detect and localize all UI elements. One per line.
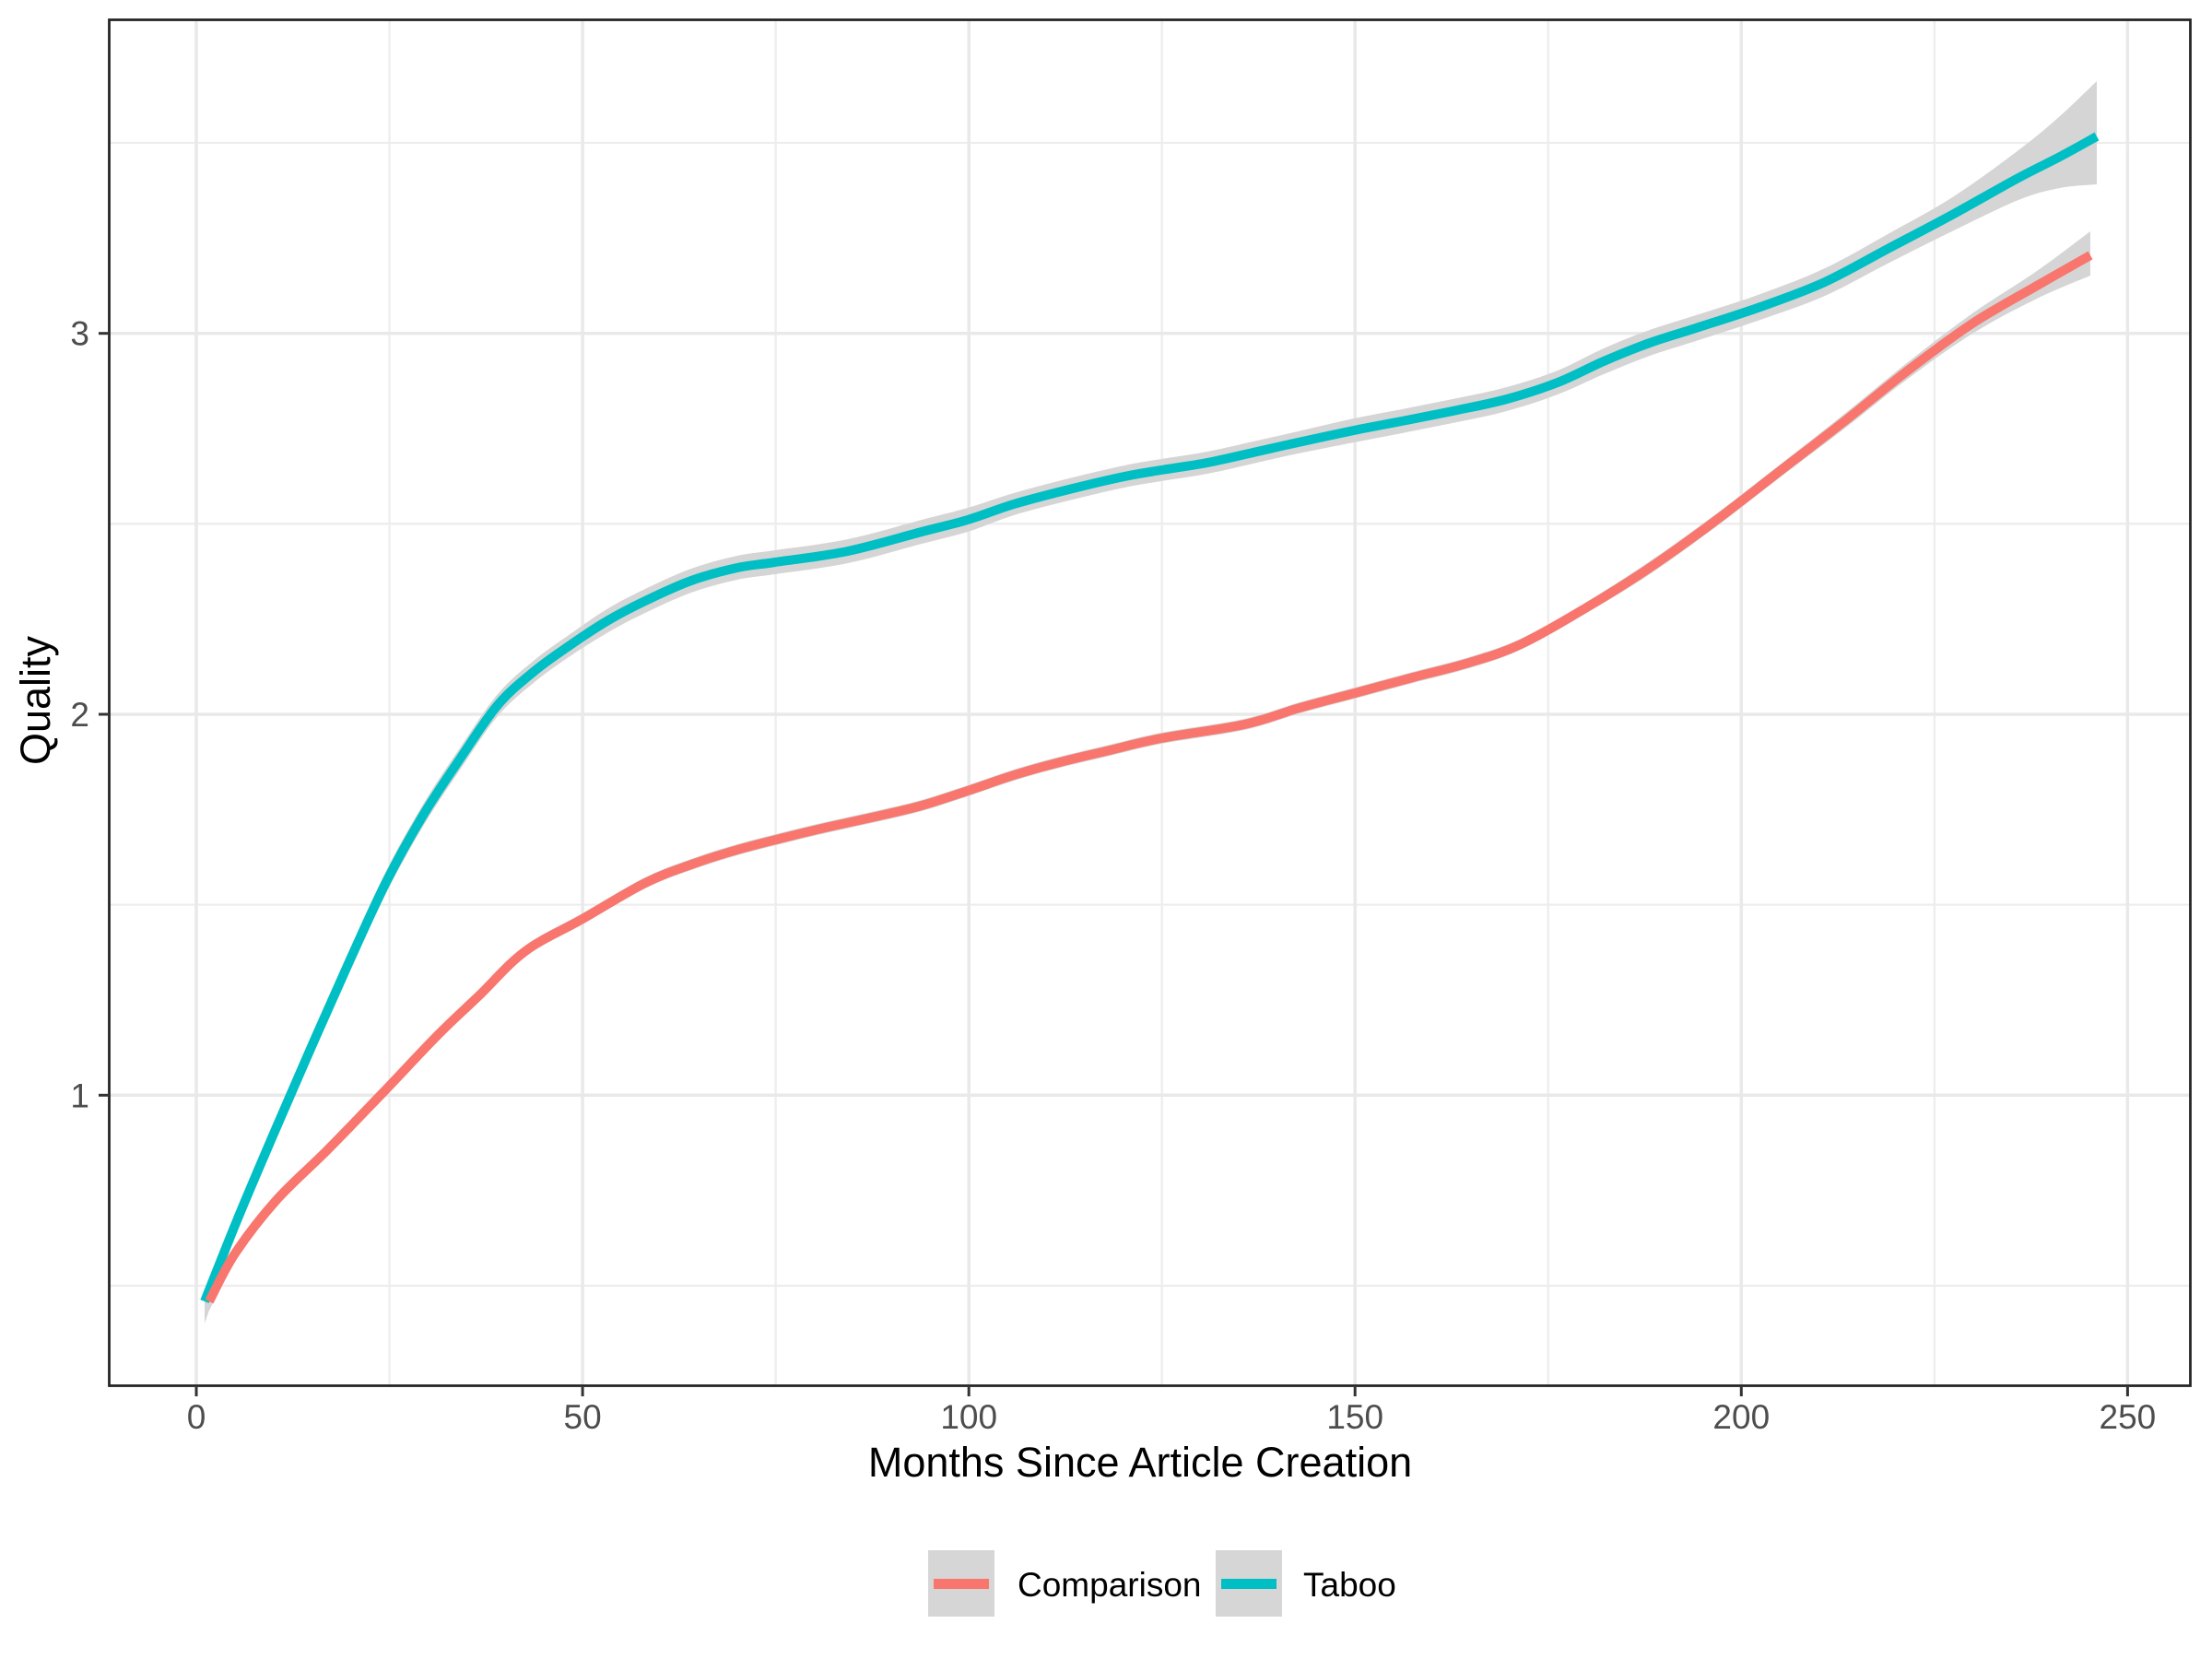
svg-text:2: 2 — [70, 696, 89, 734]
svg-text:100: 100 — [940, 1398, 997, 1436]
svg-text:Quality: Quality — [12, 635, 59, 765]
svg-text:150: 150 — [1326, 1398, 1383, 1436]
svg-text:0: 0 — [187, 1398, 206, 1436]
svg-text:Months Since Article Creation: Months Since Article Creation — [868, 1439, 1412, 1486]
svg-text:200: 200 — [1712, 1398, 1770, 1436]
svg-text:Comparison: Comparison — [1018, 1566, 1201, 1604]
svg-text:Taboo: Taboo — [1303, 1566, 1396, 1604]
svg-text:50: 50 — [564, 1398, 602, 1436]
svg-text:1: 1 — [70, 1077, 89, 1114]
svg-text:3: 3 — [70, 315, 89, 353]
svg-text:250: 250 — [2100, 1398, 2157, 1436]
